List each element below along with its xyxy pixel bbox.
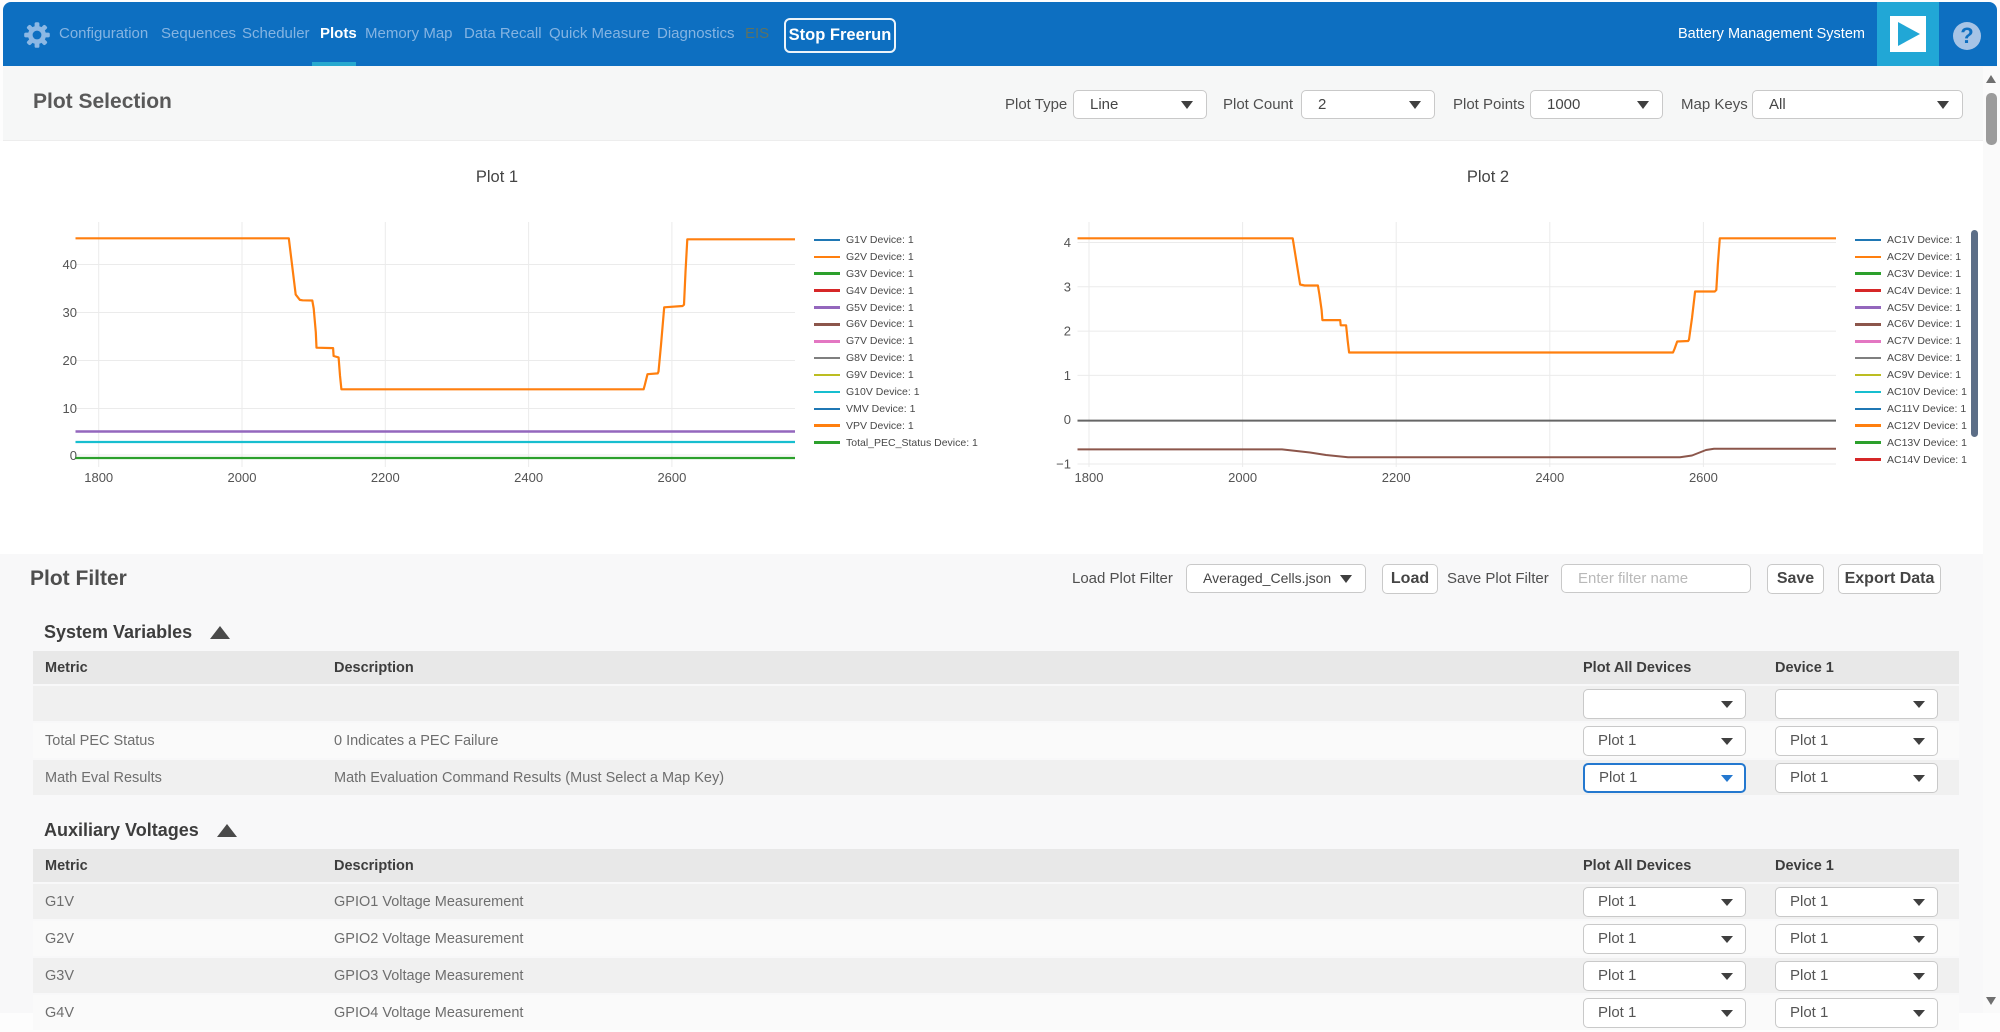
svg-text:2200: 2200 xyxy=(1382,470,1411,485)
svg-text:2000: 2000 xyxy=(1228,470,1257,485)
svg-text:2600: 2600 xyxy=(1689,470,1718,485)
svg-text:Plot 2: Plot 2 xyxy=(1467,168,1509,186)
svg-text:0: 0 xyxy=(70,448,77,463)
svg-text:1800: 1800 xyxy=(84,470,113,485)
svg-text:−1: −1 xyxy=(1056,457,1071,472)
svg-text:1: 1 xyxy=(1064,368,1071,383)
svg-text:30: 30 xyxy=(63,305,77,320)
svg-text:2000: 2000 xyxy=(228,470,257,485)
svg-text:Plot 1: Plot 1 xyxy=(476,168,518,186)
svg-text:2400: 2400 xyxy=(1535,470,1564,485)
svg-text:10: 10 xyxy=(63,401,77,416)
svg-text:3: 3 xyxy=(1064,279,1071,294)
svg-text:20: 20 xyxy=(63,353,77,368)
svg-text:40: 40 xyxy=(63,257,77,272)
svg-text:4: 4 xyxy=(1064,235,1071,250)
svg-text:2600: 2600 xyxy=(657,470,686,485)
svg-text:2400: 2400 xyxy=(514,470,543,485)
svg-text:2: 2 xyxy=(1064,324,1071,339)
svg-text:1800: 1800 xyxy=(1075,470,1104,485)
svg-text:0: 0 xyxy=(1064,412,1071,427)
svg-text:2200: 2200 xyxy=(371,470,400,485)
